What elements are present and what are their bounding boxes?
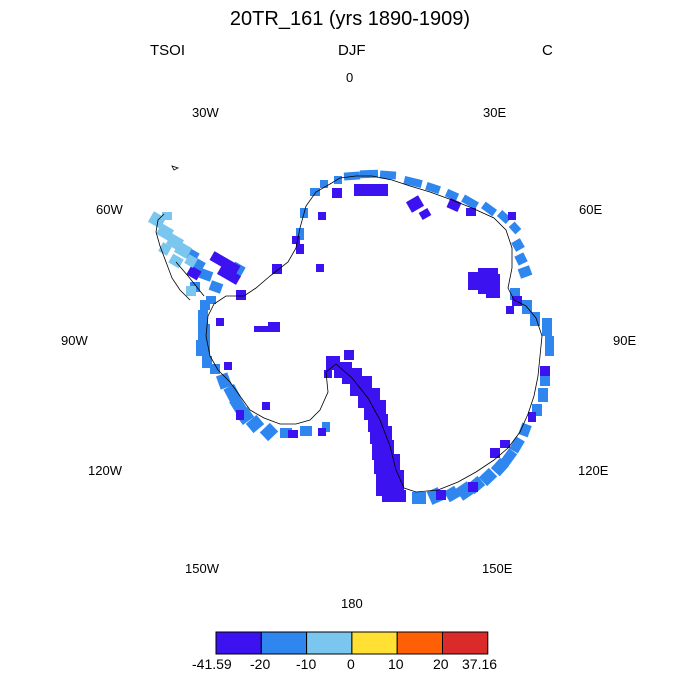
lon-label-90e: 90E xyxy=(613,333,637,348)
lon-label-30w: 30W xyxy=(192,105,219,120)
colorbar-label-5: 20 xyxy=(433,656,449,672)
colorbar-box xyxy=(396,631,444,655)
colorbar-label-1: -20 xyxy=(250,656,271,672)
colorbar-box xyxy=(351,631,398,655)
lon-label-30e: 30E xyxy=(483,105,507,120)
lon-label-180: 180 xyxy=(341,596,363,611)
colorbar-box xyxy=(215,631,262,655)
colorbar-box xyxy=(442,631,489,655)
units-label: C xyxy=(542,42,553,59)
colorbar-label-6: 37.16 xyxy=(462,656,498,672)
colorbar-label-3: 0 xyxy=(347,656,355,672)
colorbar-label-0: -41.59 xyxy=(192,656,232,672)
colorbar-label-2: -10 xyxy=(296,656,317,672)
lon-label-0: 0 xyxy=(346,70,354,85)
lon-label-120w: 120W xyxy=(88,463,122,478)
data-cells xyxy=(147,169,554,505)
lon-label-120e: 120E xyxy=(578,463,609,478)
variable-label: TSOI xyxy=(150,42,186,59)
colorbar-box xyxy=(306,631,353,655)
map-title: 20TR_161 (yrs 1890-1909) xyxy=(229,8,471,30)
lon-label-60w: 60W xyxy=(96,202,123,217)
colorbar-label-4: 10 xyxy=(388,656,404,672)
colorbar-box xyxy=(260,631,308,655)
coastline xyxy=(155,165,543,493)
lon-label-90w: 90W xyxy=(61,333,88,348)
lon-label-150e: 150E xyxy=(482,561,513,576)
lon-label-60e: 60E xyxy=(579,202,603,217)
season-label: DJF xyxy=(338,42,366,59)
colorbar xyxy=(215,631,489,655)
lon-label-150w: 150W xyxy=(185,561,219,576)
